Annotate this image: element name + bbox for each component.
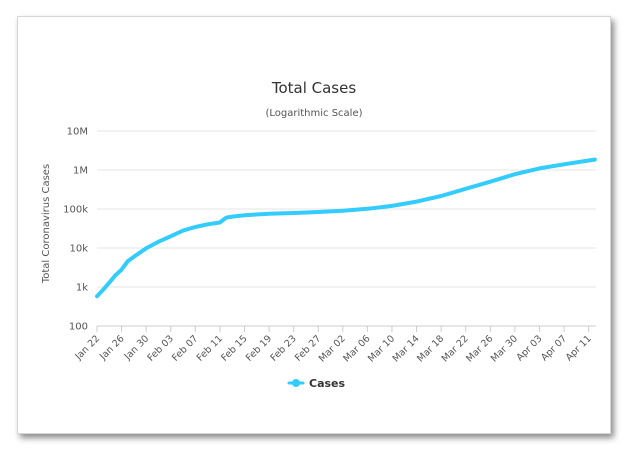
legend-marker (292, 379, 300, 387)
legend-label: Cases (309, 377, 346, 390)
y-axis-ticks: 100 1k 10k 100k 1M 10M (63, 127, 88, 333)
series-layer (95, 157, 597, 299)
series-line-cases[interactable] (95, 157, 597, 299)
chart-title: Total Cases (271, 79, 357, 97)
y-tick-label: 1M (73, 166, 88, 177)
x-tick-label: Jan 26 (97, 333, 127, 363)
y-tick-label: 10k (69, 244, 88, 255)
x-tick-label: Jan 22 (73, 333, 103, 363)
x-tick-label: Feb 23 (268, 333, 298, 363)
x-tick-label: Apr 03 (514, 333, 544, 363)
y-tick-label: 100 (69, 322, 88, 333)
y-tick-label: 10M (67, 127, 88, 138)
y-tick-label: 1k (76, 283, 88, 294)
x-tick-label: Feb 15 (219, 333, 249, 363)
legend[interactable]: Cases (287, 377, 346, 390)
x-tick-label: Feb 03 (146, 333, 176, 363)
y-axis-label: Total Coronavirus Cases (41, 164, 52, 284)
x-tick-label: Feb 19 (244, 333, 274, 363)
y-tick-label: 100k (63, 205, 88, 216)
chart-subtitle: (Logarithmic Scale) (265, 108, 362, 119)
x-tick-label: Apr 11 (564, 333, 594, 363)
x-tick-label: Feb 11 (195, 333, 225, 363)
x-tick-label: Apr 07 (539, 333, 569, 363)
chart-frame: Total Cases (Logarithmic Scale) Total Co… (17, 16, 611, 434)
x-tick-label: Feb 07 (170, 333, 200, 363)
x-tick-label: Mar 30 (489, 333, 520, 364)
line-chart: Total Cases (Logarithmic Scale) Total Co… (41, 79, 597, 390)
